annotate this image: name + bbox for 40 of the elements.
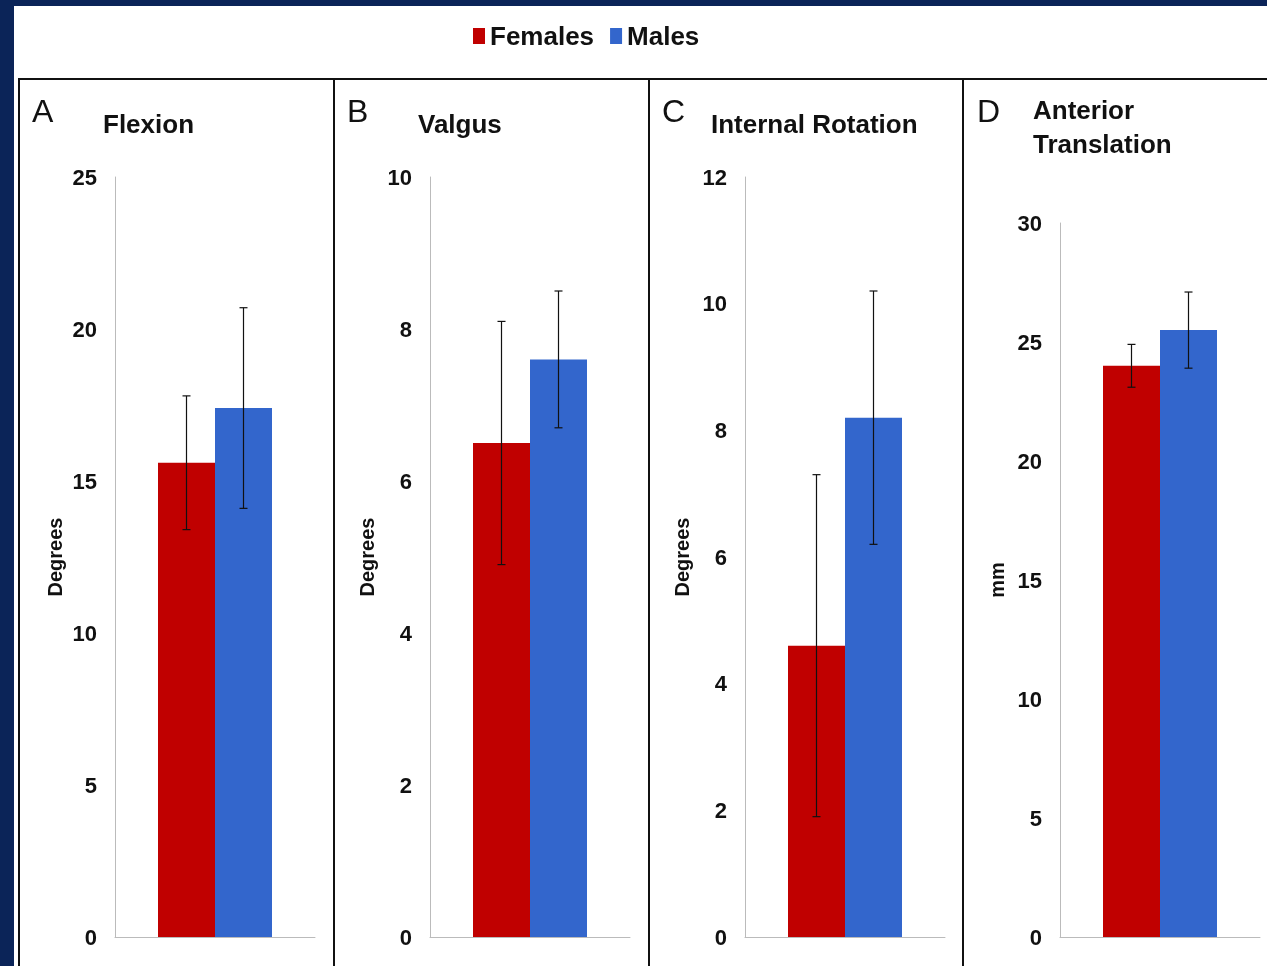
y-axis-title: Degrees [355, 517, 378, 597]
y-tick-label: 10 [1017, 686, 1042, 712]
y-tick-label: 5 [1029, 805, 1042, 831]
chart-title: Valgus [418, 109, 502, 139]
y-tick-label: 25 [1017, 329, 1042, 355]
y-tick-label: 2 [714, 797, 727, 823]
y-axis-title: Degrees [670, 517, 693, 597]
y-tick-label: 0 [84, 924, 97, 950]
y-tick-label: 30 [1017, 210, 1042, 236]
y-tick-label: 8 [714, 417, 727, 443]
chart-title: Internal Rotation [711, 109, 918, 139]
chart-title: Anterior Translation [1033, 95, 1172, 159]
y-tick-label: 20 [72, 316, 97, 342]
y-axis-title: mm [985, 562, 1008, 598]
y-tick-label: 10 [702, 291, 727, 317]
y-tick-label: 2 [399, 772, 412, 798]
y-tick-label: 15 [72, 468, 97, 494]
y-tick-label: 4 [714, 671, 728, 697]
text: B [347, 93, 369, 129]
y-tick-label: 10 [72, 620, 97, 646]
text: A [32, 93, 54, 129]
text: C [662, 93, 686, 129]
y-tick-label: 15 [1017, 567, 1042, 593]
y-tick-label: 20 [1017, 448, 1042, 474]
y-tick-label: 0 [714, 924, 727, 950]
y-tick-label: 5 [84, 772, 97, 798]
text: D [977, 93, 1001, 129]
chart-title: Flexion [103, 109, 195, 139]
y-tick-label: 25 [72, 164, 97, 190]
y-tick-label: 0 [1029, 924, 1042, 950]
y-tick-label: 6 [399, 468, 412, 494]
legend-label: Females [490, 21, 595, 51]
y-tick-label: 12 [702, 164, 727, 190]
y-tick-label: 8 [399, 316, 412, 342]
y-tick-label: 0 [399, 924, 412, 950]
y-tick-label: 4 [399, 620, 413, 646]
y-axis-title: Degrees [44, 517, 66, 597]
y-tick-label: 10 [387, 164, 412, 190]
y-tick-label: 6 [714, 544, 727, 570]
legend-label: Males [627, 21, 700, 51]
